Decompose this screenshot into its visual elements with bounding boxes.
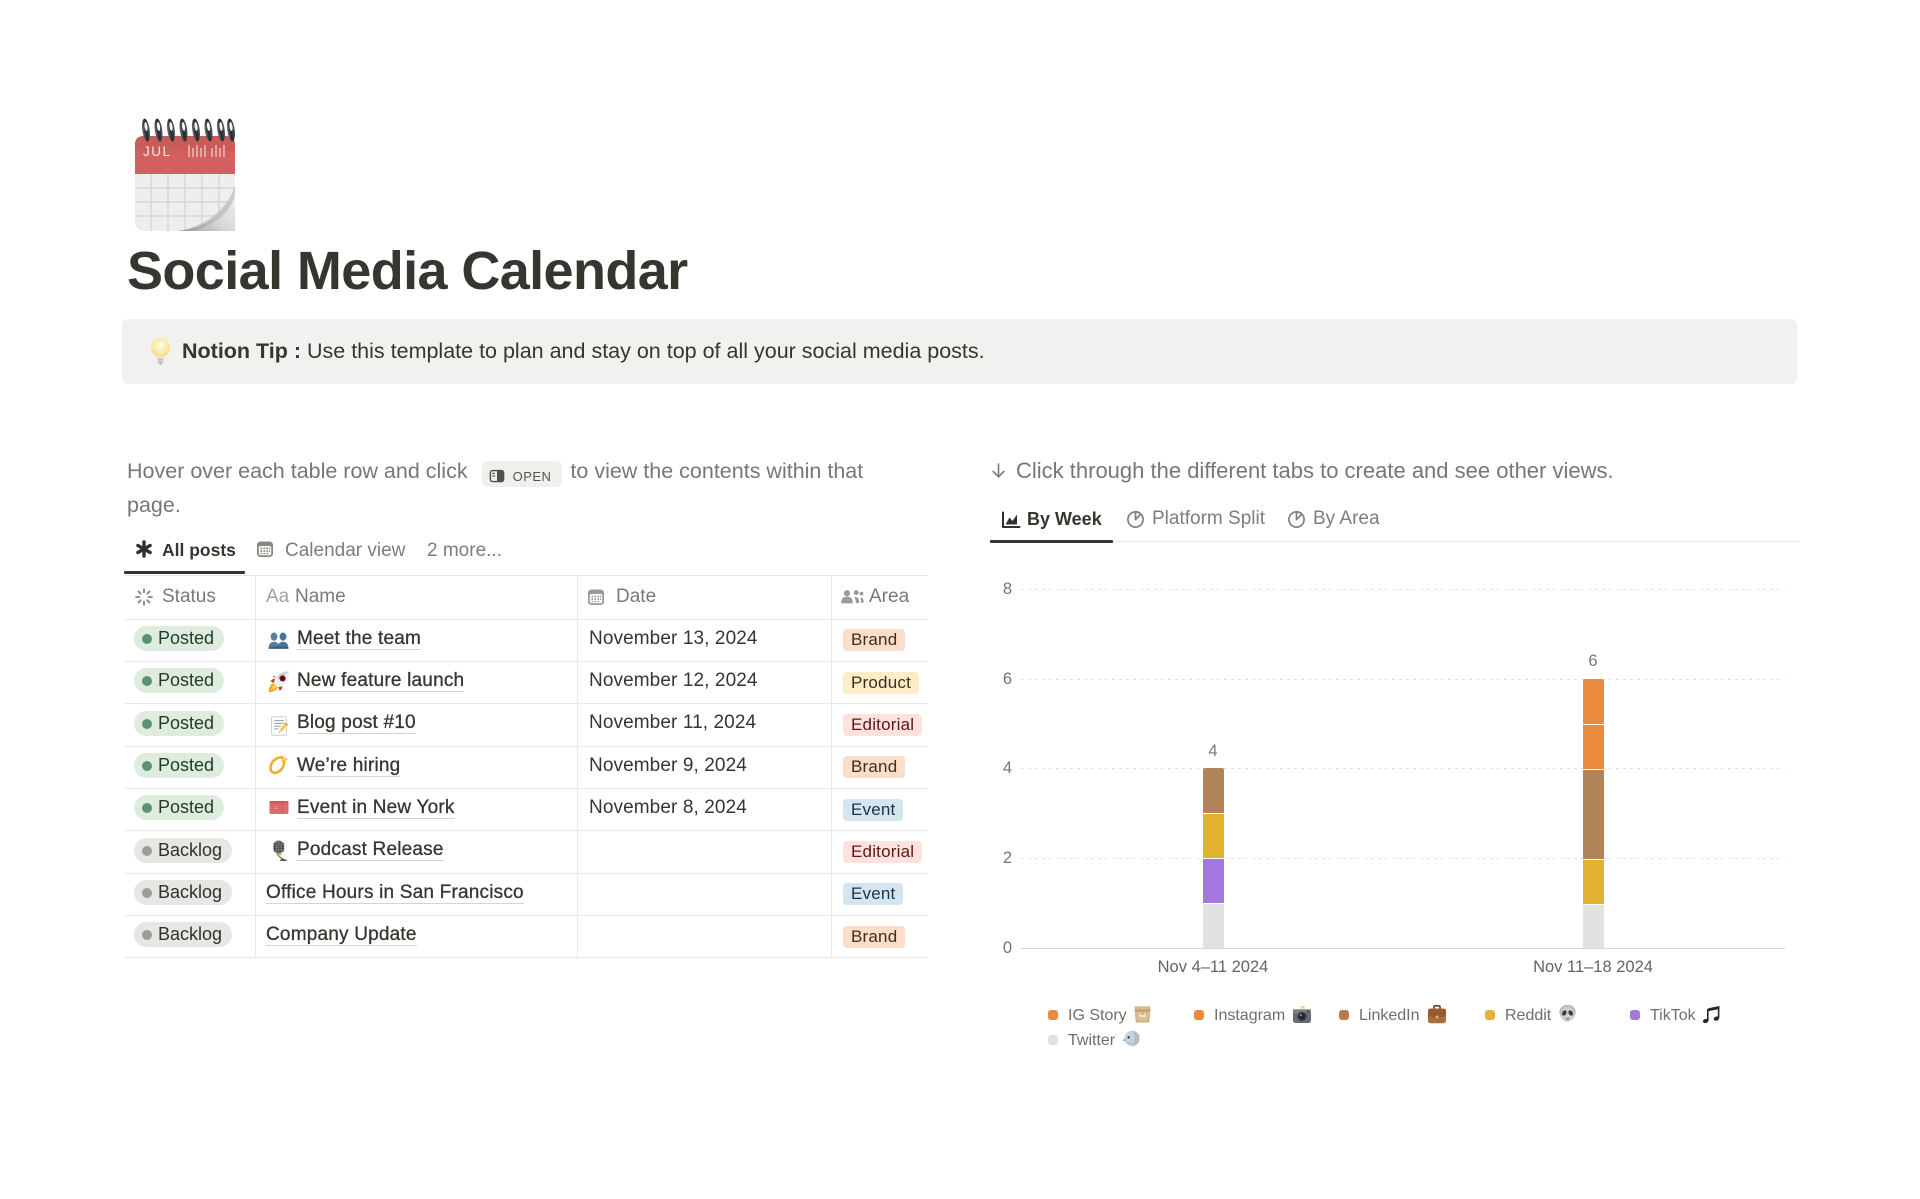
svg-text:JUL: JUL bbox=[143, 144, 172, 159]
